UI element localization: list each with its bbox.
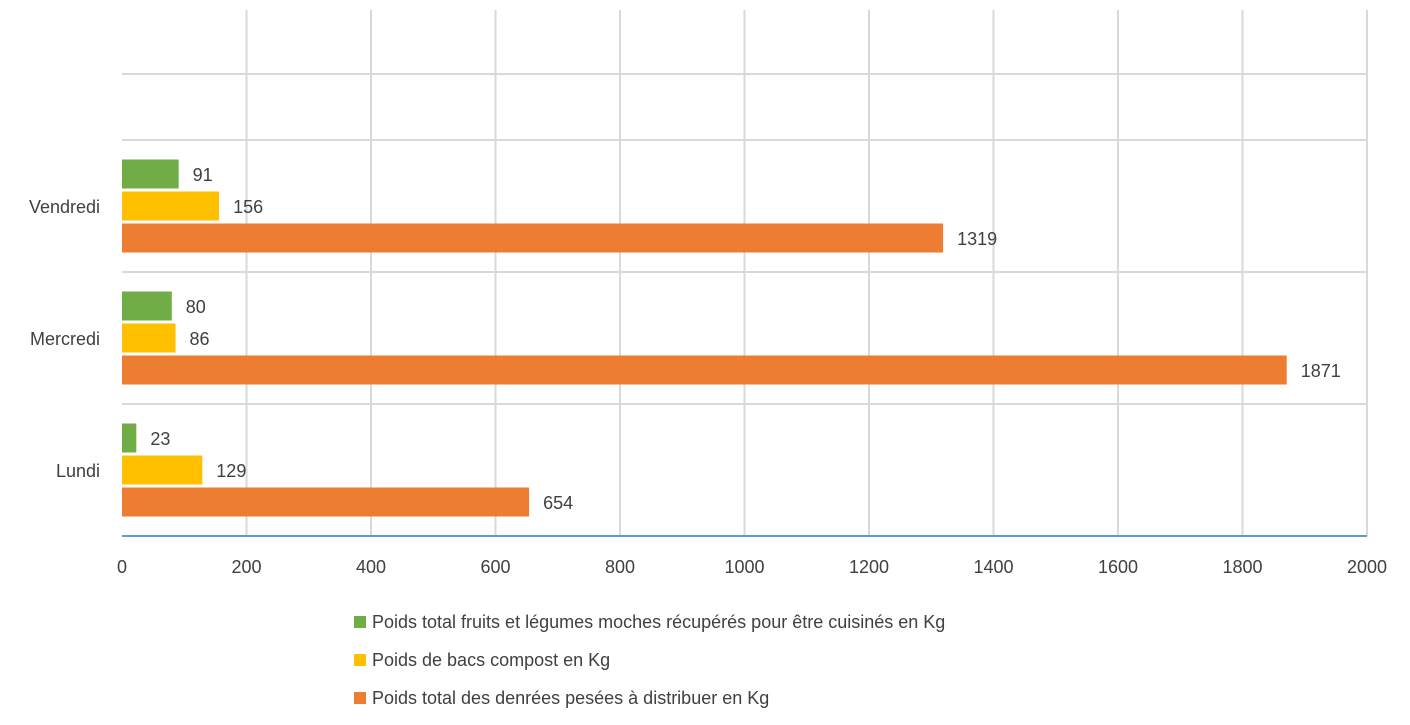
legend-label: Poids total des denrées pesées à distrib… <box>372 687 770 708</box>
x-tick-label: 1200 <box>849 557 889 577</box>
data-label-vendredi-series-2: 1319 <box>957 229 997 249</box>
bar-lundi-series-2 <box>122 487 530 517</box>
category-label-lundi: Lundi <box>56 461 100 481</box>
bar-lundi-series-1 <box>122 455 203 485</box>
legend-label: Poids de bacs compost en Kg <box>372 649 611 670</box>
x-tick-label: 1400 <box>973 557 1013 577</box>
bar-vendredi-series-0 <box>122 159 179 189</box>
data-label-lundi-series-2: 654 <box>543 493 573 513</box>
x-tick-label: 200 <box>231 557 261 577</box>
x-tick-label: 800 <box>605 557 635 577</box>
x-axis-tick-labels: 0 200 400 600 800 1000 1200 1400 1600 1800 2000 <box>117 557 1387 577</box>
category-label-mercredi: Mercredi <box>30 329 100 349</box>
x-tick-label: 2000 <box>1347 557 1387 577</box>
data-label-mercredi-series-2: 1871 <box>1301 361 1341 381</box>
data-label-lundi-series-0: 23 <box>150 429 170 449</box>
data-label-vendredi-series-1: 156 <box>233 197 263 217</box>
bar-lundi-series-0 <box>122 423 137 453</box>
data-label-lundi-series-1: 129 <box>216 461 246 481</box>
bar-vendredi-series-1 <box>122 191 220 221</box>
legend-item-denrees: Poids total des denrées pesées à distrib… <box>354 684 945 712</box>
legend: Poids total fruits et légumes moches réc… <box>354 608 945 722</box>
bar-mercredi-series-0 <box>122 291 172 321</box>
bars <box>122 159 1287 517</box>
x-tick-label: 1600 <box>1098 557 1138 577</box>
category-labels: Lundi Mercredi Vendredi <box>29 197 100 481</box>
category-label-vendredi: Vendredi <box>29 197 100 217</box>
x-tick-label: 600 <box>480 557 510 577</box>
bar-mercredi-series-1 <box>122 323 176 353</box>
x-tick-label: 1800 <box>1222 557 1262 577</box>
legend-item-compost: Poids de bacs compost en Kg <box>354 646 945 674</box>
bar-mercredi-series-2 <box>122 355 1287 385</box>
legend-swatch-green <box>354 616 366 628</box>
legend-label: Poids total fruits et légumes moches réc… <box>372 611 946 632</box>
data-label-vendredi-series-0: 91 <box>193 165 213 185</box>
x-tick-label: 400 <box>356 557 386 577</box>
data-label-mercredi-series-1: 86 <box>190 329 210 349</box>
data-label-mercredi-series-0: 80 <box>186 297 206 317</box>
bar-chart: 23 129 654 80 86 1871 91 156 1319 Lundi Mercredi V… <box>29 10 1387 577</box>
legend-item-fruits-legumes: Poids total fruits et légumes moches réc… <box>354 608 945 636</box>
bar-vendredi-series-2 <box>122 223 944 253</box>
legend-swatch-yellow <box>354 654 366 666</box>
x-tick-label: 1000 <box>724 557 764 577</box>
data-labels: 23 129 654 80 86 1871 91 156 1319 <box>150 165 1340 513</box>
gridlines <box>122 10 1368 536</box>
x-tick-label: 0 <box>117 557 127 577</box>
legend-swatch-orange <box>354 692 366 704</box>
